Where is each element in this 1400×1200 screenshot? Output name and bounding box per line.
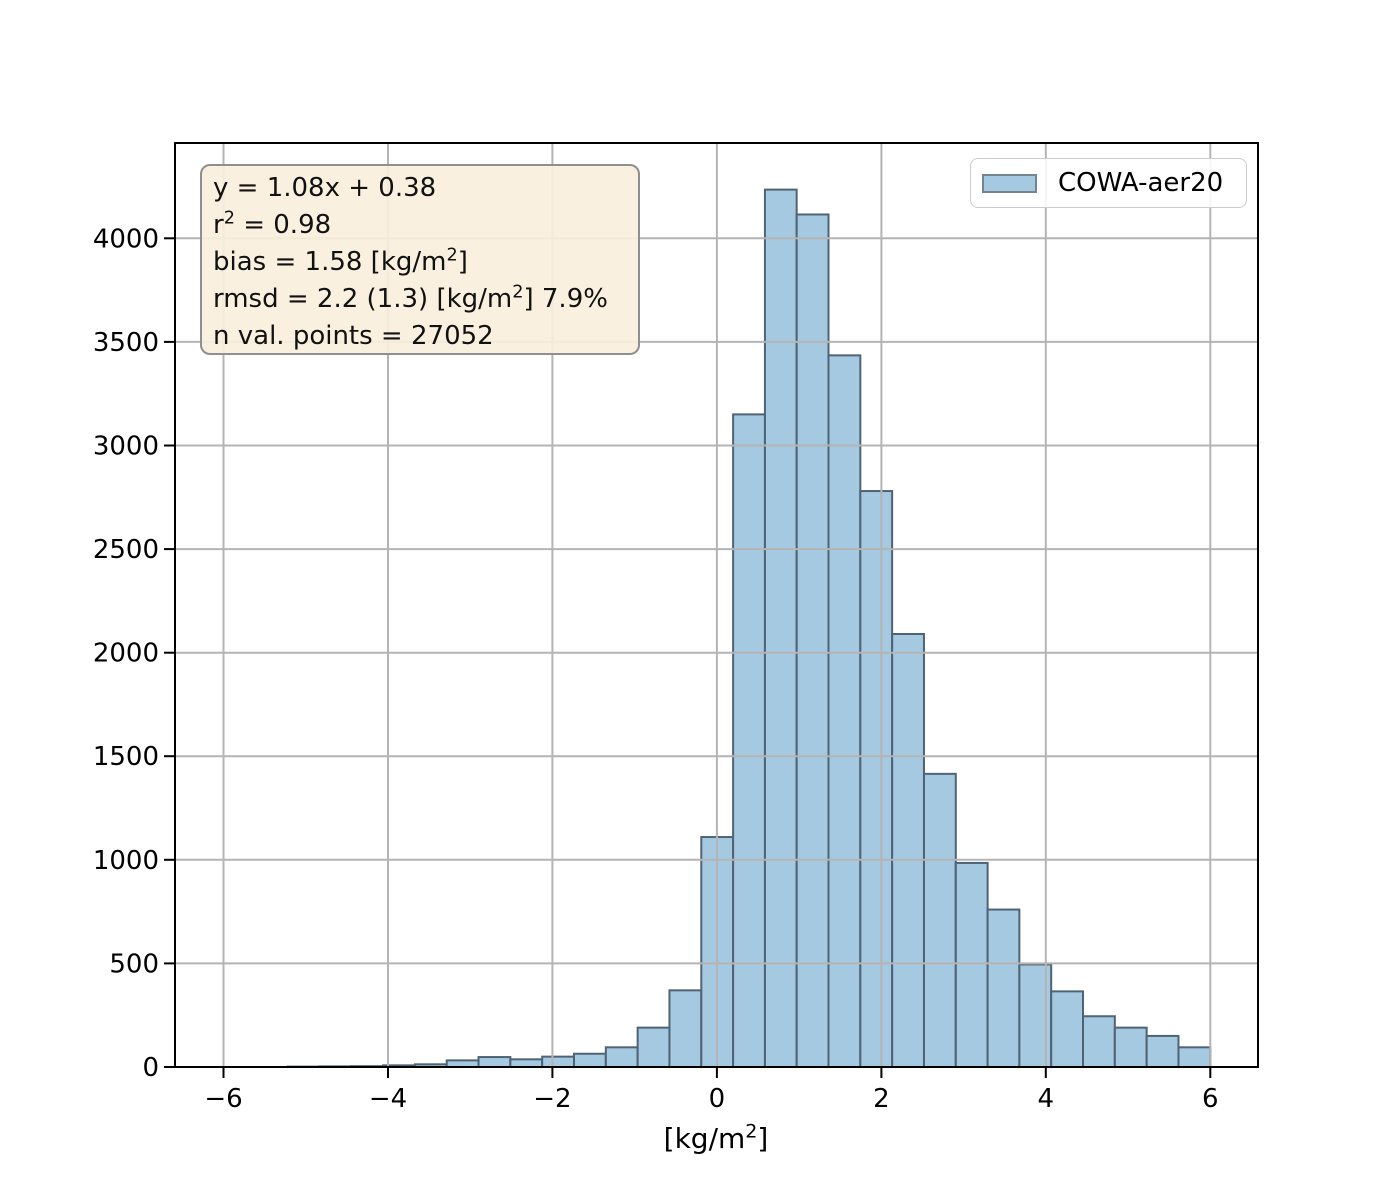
- stats-line-rmsd: rmsd = 2.2 (1.3) [kg/m2] 7.9%: [213, 282, 608, 314]
- axes-spines: [174, 142, 1259, 1068]
- histogram-bar: [859, 490, 894, 1068]
- y-tick-label: 500: [109, 949, 159, 979]
- histogram-bar: [1177, 1046, 1212, 1068]
- histogram-bar: [636, 1026, 671, 1069]
- stats-box: y = 1.08x + 0.38 r2 = 0.98 bias = 1.58 […: [200, 164, 640, 355]
- histogram-bar: [954, 861, 989, 1068]
- histogram-bar: [1113, 1026, 1148, 1069]
- histogram-bar: [509, 1058, 544, 1068]
- tick-labels: −6 −4 −2 0 2 4 6 0 500 1000 1500 2000 2500 3000 3500 40…: [93, 224, 1219, 1114]
- x-tick-label: 2: [873, 1084, 890, 1114]
- x-tick-label: 4: [1038, 1084, 1055, 1114]
- legend-color-patch: [982, 173, 1037, 193]
- histogram-bar: [922, 772, 957, 1068]
- histogram-bar: [1082, 1015, 1116, 1068]
- legend-label: COWA-aer20: [1058, 168, 1224, 198]
- stats-line-r-squared: r2 = 0.98: [213, 208, 332, 240]
- legend: COWA-aer20: [970, 158, 1247, 208]
- histogram-bars: [286, 188, 1212, 1069]
- histogram-bar: [604, 1046, 639, 1068]
- y-tick-label: 3000: [93, 432, 159, 462]
- histogram-bar: [572, 1052, 607, 1068]
- histogram-bar: [732, 413, 766, 1068]
- y-tick-label: 2500: [93, 535, 159, 565]
- x-tick-label: −4: [369, 1084, 407, 1114]
- stats-line-n-val-points: n val. points = 27052: [213, 321, 494, 351]
- histogram-bar: [1145, 1034, 1180, 1069]
- histogram-bar: [1050, 990, 1085, 1069]
- histogram-bar: [986, 908, 1021, 1068]
- histogram-bar: [827, 354, 862, 1069]
- histogram-bar: [477, 1056, 512, 1069]
- y-tick-label: 2000: [93, 639, 159, 669]
- x-tick-label: −2: [533, 1084, 571, 1114]
- stats-line-bias: bias = 1.58 [kg/m2]: [213, 245, 468, 277]
- y-tick-label: 1500: [93, 742, 159, 772]
- histogram-bar: [763, 188, 798, 1069]
- y-tick-label: 3500: [93, 328, 159, 358]
- x-axis-label: [kg/m2]: [663, 1120, 769, 1155]
- histogram-bar: [668, 989, 703, 1068]
- histogram-bar: [541, 1055, 575, 1069]
- x-tick-label: 6: [1202, 1084, 1219, 1114]
- y-tick-label: 4000: [93, 224, 159, 254]
- y-tick-label: 0: [142, 1053, 159, 1083]
- tick-marks: [164, 237, 1212, 1078]
- stats-line-fit-equation: y = 1.08x + 0.38: [213, 173, 437, 203]
- histogram-bar: [891, 633, 925, 1068]
- y-tick-label: 1000: [93, 846, 159, 876]
- x-tick-label: 0: [709, 1084, 726, 1114]
- x-tick-label: −6: [204, 1084, 242, 1114]
